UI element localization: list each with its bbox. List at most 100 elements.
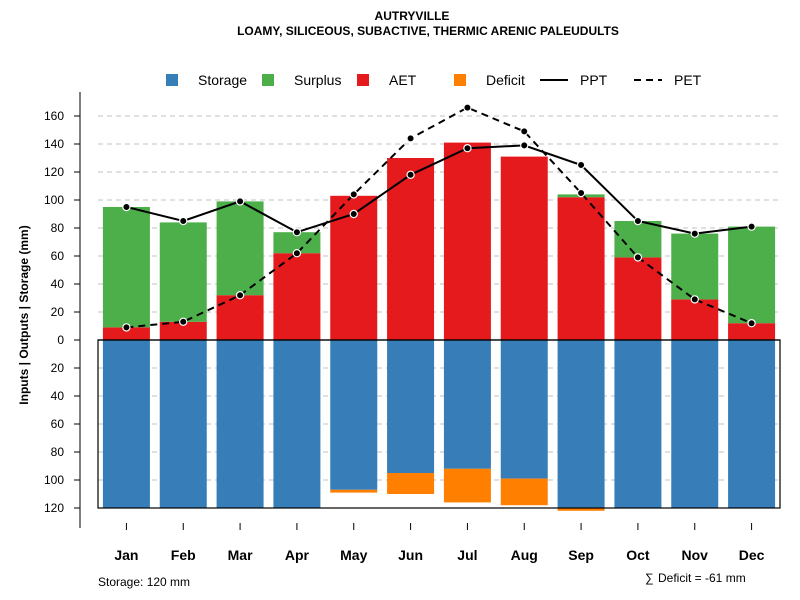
ppt-point (179, 216, 188, 226)
aet-bar (557, 197, 605, 340)
legend-label: PPT (580, 72, 608, 88)
aet-bar (102, 327, 150, 340)
ppt-point (406, 170, 415, 179)
deficit-bar (557, 508, 605, 511)
pet-point (122, 323, 131, 332)
storage-bar (330, 340, 378, 490)
x-tick-label: Mar (228, 547, 253, 563)
pet-point (520, 127, 529, 136)
surplus-bar (216, 201, 264, 296)
surplus-bar (273, 232, 321, 254)
legend-item-pet: PET (634, 72, 702, 88)
pet-point (690, 295, 699, 304)
aet-bar (273, 253, 321, 340)
pet-line (126, 106, 752, 329)
chart-subtitle: LOAMY, SILICEOUS, SUBACTIVE, THERMIC ARE… (237, 24, 619, 38)
storage-note: Storage: 120 mm (98, 575, 190, 589)
ppt-point (463, 143, 472, 153)
deficit-bar (387, 473, 435, 494)
aet-bar (387, 158, 435, 340)
y-tick-label: 20 (51, 305, 65, 319)
chart-title: AUTRYVILLE (375, 9, 450, 23)
x-tick-label: Jun (398, 547, 423, 563)
y-axis-title: Inputs | Outputs | Storage (mm) (17, 225, 31, 404)
legend-item-surplus: Surplus (262, 72, 341, 88)
surplus-bar (102, 207, 150, 328)
x-tick-label: Dec (739, 547, 765, 563)
y-tick-label: 100 (44, 473, 64, 487)
pet-point (633, 253, 643, 262)
surplus-bar (614, 221, 662, 258)
storage-bar (728, 340, 776, 508)
y-tick-label: 20 (51, 361, 65, 375)
pet-point (463, 103, 472, 112)
legend-label: PET (674, 72, 702, 88)
pet-point (349, 190, 358, 199)
x-tick-label: Nov (682, 547, 709, 563)
ppt-line (126, 144, 752, 235)
storage-bar (557, 340, 605, 508)
deficit-note: Deficit = -61 mm (658, 571, 746, 585)
storage-bar (500, 340, 548, 479)
x-tick-label: Jan (114, 547, 138, 563)
y-tick-label: 120 (44, 501, 64, 515)
ppt-point (292, 227, 302, 237)
y-tick-label: 40 (51, 389, 65, 403)
legend-item-deficit: Deficit (454, 72, 525, 88)
ppt-point (747, 222, 756, 231)
aet-bar (159, 321, 207, 340)
y-tick-label: 80 (51, 221, 65, 235)
y-tick-label: 160 (44, 109, 64, 123)
surplus-bar (728, 226, 776, 324)
storage-bar (443, 340, 491, 469)
legend-item-aet: AET (357, 72, 417, 88)
legend-swatch (166, 74, 178, 86)
aet-bar (614, 257, 662, 340)
ppt-point (349, 209, 358, 219)
pet-point (747, 319, 756, 328)
ppt-point (633, 216, 643, 226)
surplus-bar (671, 233, 719, 300)
legend: Storage Surplus AET Deficit PPT PET (166, 72, 702, 88)
aet-bar (500, 156, 548, 340)
legend-label: Storage (198, 72, 247, 88)
storage-bar (273, 340, 321, 508)
axes: 0 20 40 60 80 100 120 140 160 20 40 60 80 100 120 Jan Fe… (44, 92, 781, 563)
legend-label: Surplus (294, 72, 341, 88)
y-tick-label: 40 (51, 277, 65, 291)
surplus-bar (159, 222, 207, 322)
x-tick-label: Sep (568, 547, 594, 563)
legend-label: Deficit (486, 72, 525, 88)
y-tick-label: 140 (44, 137, 64, 151)
legend-swatch (357, 74, 369, 86)
storage-bar (387, 340, 435, 473)
deficit-bar (330, 489, 378, 493)
pet-point (235, 291, 245, 300)
storage-bar (614, 340, 662, 508)
ppt-point (122, 202, 131, 212)
ppt-point (235, 197, 245, 206)
storage-bar (671, 340, 719, 508)
x-tick-label: Aug (511, 547, 538, 563)
x-tick-label: Oct (626, 547, 650, 563)
pet-point (179, 317, 188, 326)
x-tick-label: Feb (171, 547, 196, 563)
aet-bar (728, 323, 776, 340)
aet-bar (443, 142, 491, 340)
ppt-point (690, 229, 699, 238)
pet-point (406, 134, 415, 143)
y-tick-label: 60 (51, 249, 65, 263)
y-tick-label: 120 (44, 165, 64, 179)
x-tick-label: Jul (457, 547, 477, 563)
sum-symbol: ∑ (645, 571, 654, 585)
y-tick-label: 0 (57, 333, 64, 347)
legend-item-ppt: PPT (540, 72, 608, 88)
legend-item-storage: Storage (166, 72, 247, 88)
y-tick-label: 100 (44, 193, 64, 207)
legend-swatch (262, 74, 274, 86)
legend-swatch (454, 74, 466, 86)
pet-point (576, 188, 586, 198)
storage-bar (102, 340, 150, 508)
storage-bar (159, 340, 207, 508)
